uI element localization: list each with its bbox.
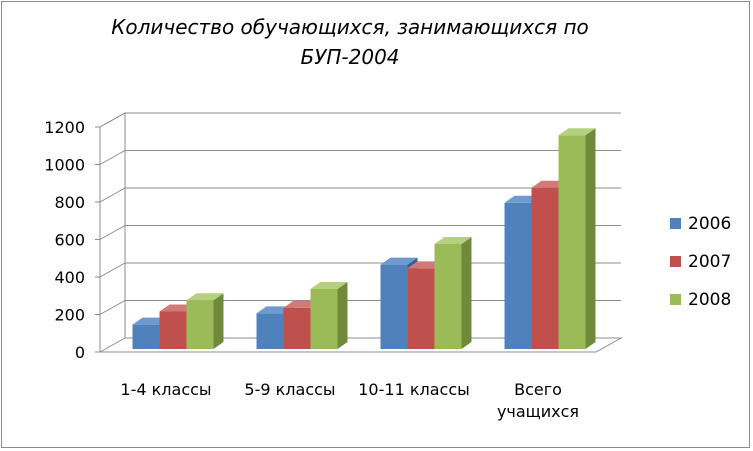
- y-tick-label: 600: [54, 231, 85, 250]
- bar: [434, 244, 462, 349]
- bar: [407, 268, 435, 349]
- legend-label: 2008: [688, 290, 731, 310]
- legend-swatch: [670, 294, 681, 305]
- legend-swatch: [670, 218, 681, 229]
- legend-swatch: [670, 256, 681, 267]
- bar-top: [380, 257, 418, 265]
- gridlines: [95, 112, 621, 353]
- x-tick-label: учащихся: [497, 402, 579, 421]
- bar: [504, 202, 532, 349]
- gridline: [99, 150, 621, 165]
- bar: [310, 289, 338, 349]
- y-tick-label: 800: [54, 193, 85, 212]
- chart-title-line-1: Количество обучающихся, занимающихся по: [111, 15, 589, 39]
- bar-side: [585, 128, 596, 349]
- chart-title-line-2: БУП-2004: [300, 45, 400, 69]
- chart-title: Количество обучающихся, занимающихся по …: [0, 12, 700, 72]
- bar-top: [186, 293, 224, 301]
- bar-side: [461, 237, 472, 349]
- bar-top: [310, 282, 348, 289]
- floor: [98, 337, 623, 353]
- bar-side: [213, 293, 224, 349]
- bar: [380, 264, 408, 349]
- legend-label: 2007: [688, 252, 731, 272]
- legend-label: 2006: [688, 214, 731, 234]
- back-wall-top: [99, 112, 621, 128]
- bar: [186, 300, 214, 349]
- y-tick-label: 1000: [44, 156, 85, 175]
- bar-top: [558, 128, 596, 136]
- y-tick-label: 400: [54, 268, 85, 287]
- gridline: [99, 112, 621, 128]
- x-tick-label: 10-11 классы: [358, 380, 470, 399]
- bar: [558, 135, 586, 349]
- x-tick-label: 1-4 классы: [120, 380, 211, 399]
- y-tick-label: 0: [75, 343, 85, 362]
- x-tick-labels: 1-4 классы 5-9 классы 10-11 классы Всего уча…: [120, 380, 579, 421]
- legend: 2006 2007 2008: [670, 214, 731, 310]
- y-tick-label: 1200: [44, 118, 85, 137]
- bar: [132, 324, 160, 349]
- x-tick-label: 5-9 классы: [244, 380, 335, 399]
- x-tick-label: Всего: [514, 380, 562, 399]
- gridline: [99, 187, 621, 203]
- bars: [132, 128, 596, 349]
- bar: [159, 311, 187, 349]
- bar-top: [434, 237, 472, 244]
- bar: [531, 187, 559, 349]
- gridline: [99, 225, 621, 240]
- bar: [283, 307, 311, 349]
- y-tick-label: 200: [54, 306, 85, 325]
- y-tick-labels: 0 200 400 600 800 1000 1200: [44, 118, 85, 362]
- bar: [256, 313, 284, 349]
- bar-side: [337, 282, 348, 349]
